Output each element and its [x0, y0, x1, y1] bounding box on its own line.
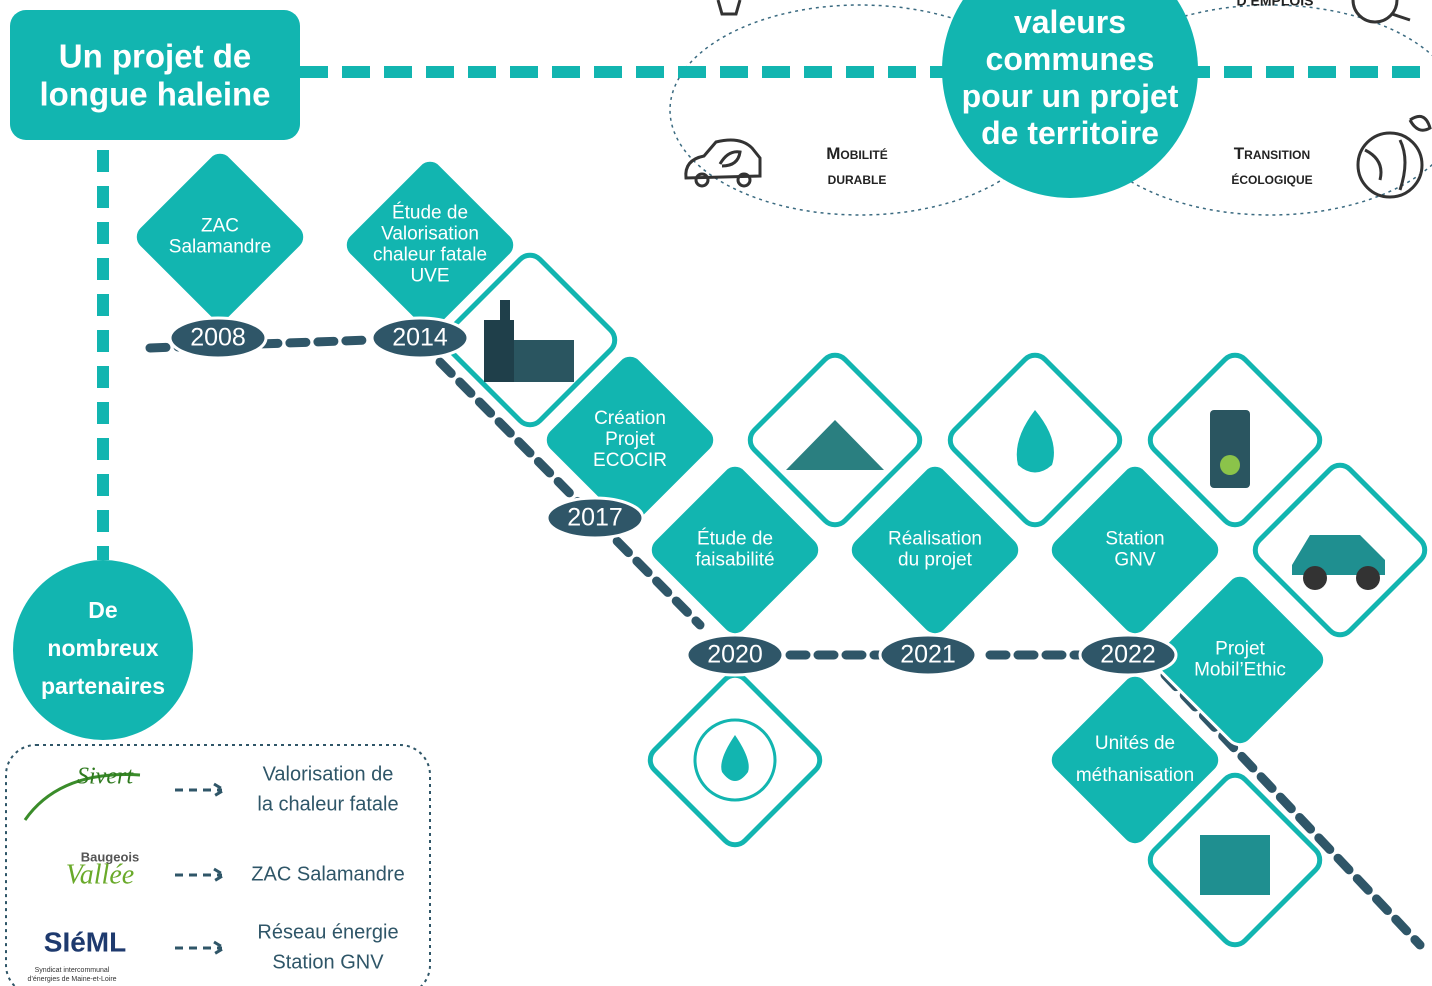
- value-item: Mobilité: [826, 144, 888, 163]
- icon-globe: [1358, 116, 1430, 197]
- step-label: Mobil’Ethic: [1194, 660, 1286, 681]
- step-label: ECOCIR: [593, 450, 667, 471]
- step-label: Étude de: [697, 529, 773, 550]
- icon-shape: [484, 320, 514, 382]
- step-label: ZAC: [201, 216, 239, 237]
- title: Un projet de: [59, 38, 252, 75]
- icon-shape: [1303, 566, 1327, 590]
- icon-shape: [1356, 566, 1380, 590]
- year-label: 2008: [190, 324, 246, 352]
- step-label: Valorisation: [381, 224, 479, 245]
- year-label: 2020: [707, 641, 763, 669]
- title: longue haleine: [39, 76, 270, 113]
- partner-role: la chaleur fatale: [257, 793, 398, 815]
- partner-logo: d’énergies de Maine-et-Loire: [27, 976, 116, 983]
- partner-role: Station GNV: [272, 951, 384, 973]
- partner-logo: Sivert: [77, 764, 134, 790]
- values-text: valeurs: [1014, 4, 1126, 40]
- year-label: 2017: [567, 504, 623, 532]
- icon-car-leaf: [686, 140, 760, 186]
- value-item: D’EMPLOIS: [1236, 0, 1313, 9]
- value-item: Transition: [1234, 144, 1310, 163]
- year-label: 2021: [900, 641, 956, 669]
- partners-title: De: [88, 597, 117, 623]
- values-text: pour un projet: [962, 78, 1179, 114]
- step-label: faisabilité: [695, 550, 774, 571]
- step-label: chaleur fatale: [373, 245, 487, 266]
- icon-shape: [1200, 835, 1270, 895]
- step-label: Projet: [605, 429, 655, 450]
- icon-shape: [514, 340, 574, 382]
- partner-logo: SIéML: [44, 926, 126, 957]
- page: Un projet delongue haleine valeurscommune…: [0, 0, 1432, 986]
- values-text: communes: [986, 41, 1155, 77]
- value-item: durable: [828, 169, 887, 188]
- icon-shape: [500, 300, 510, 322]
- partner-arrow: [175, 869, 224, 881]
- values-text: de territoire: [981, 115, 1159, 151]
- partner-arrow: [175, 942, 224, 954]
- step-label: Création: [594, 408, 666, 429]
- step-label: GNV: [1114, 550, 1156, 571]
- step-label: Étude de: [392, 203, 468, 224]
- value-item: écologique: [1231, 169, 1312, 188]
- partners-title: partenaires: [41, 673, 165, 699]
- partner-arrow: [175, 784, 224, 796]
- step-label: Projet: [1215, 639, 1265, 660]
- infographic: Un projet delongue haleine valeurscommune…: [0, 0, 1432, 986]
- icon-shape: [1220, 455, 1240, 475]
- partner-role: Valorisation de: [263, 763, 394, 785]
- step-label: Unités de: [1095, 733, 1175, 754]
- step-label: du projet: [898, 550, 973, 571]
- year-label: 2014: [392, 324, 448, 352]
- partners-title: nombreux: [47, 635, 158, 661]
- step-label: Station: [1105, 529, 1164, 550]
- year-label: 2022: [1100, 641, 1156, 669]
- partner-logo: Vallée: [66, 859, 134, 890]
- diamonds: [129, 146, 1430, 950]
- partner-logo: Syndicat intercommunal: [35, 967, 110, 974]
- step-label: méthanisation: [1076, 765, 1194, 786]
- step-label: Salamandre: [169, 237, 271, 258]
- partner-role: ZAC Salamandre: [251, 863, 404, 885]
- step-label: UVE: [410, 266, 449, 287]
- partner-role: Réseau énergie: [257, 921, 398, 943]
- icon-shape: [1210, 410, 1250, 488]
- step-label: Réalisation: [888, 529, 982, 550]
